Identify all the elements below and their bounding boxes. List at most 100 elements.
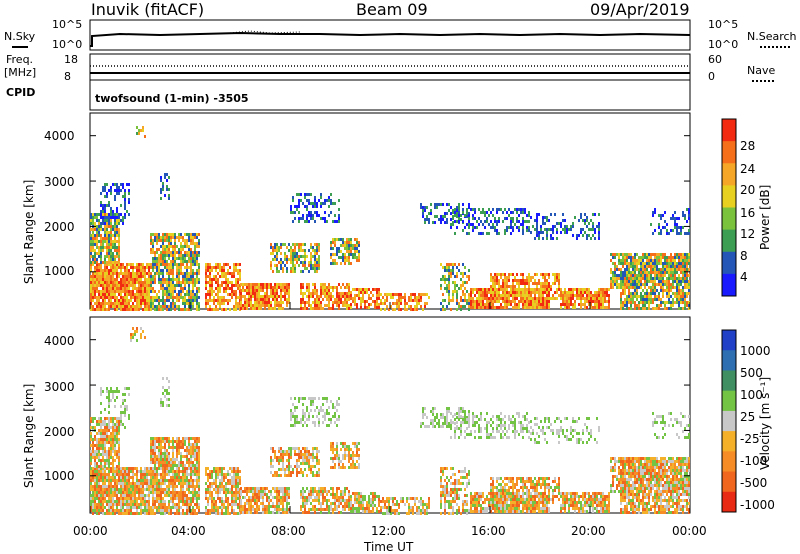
data-cell bbox=[452, 281, 454, 284]
data-cell bbox=[98, 249, 100, 252]
data-cell bbox=[644, 295, 646, 298]
data-cell bbox=[678, 253, 680, 256]
data-cell bbox=[686, 232, 688, 235]
data-cell bbox=[498, 297, 500, 300]
data-cell bbox=[108, 305, 110, 308]
data-cell bbox=[168, 269, 170, 272]
data-cell bbox=[142, 263, 144, 266]
data-cell bbox=[140, 485, 142, 488]
data-cell bbox=[180, 308, 182, 311]
data-cell bbox=[658, 295, 660, 298]
data-cell bbox=[100, 479, 102, 482]
data-cell bbox=[100, 506, 102, 509]
data-cell bbox=[116, 189, 118, 192]
data-cell bbox=[490, 273, 492, 276]
data-cell bbox=[152, 269, 154, 272]
data-cell bbox=[592, 297, 594, 300]
data-cell bbox=[92, 258, 94, 261]
data-cell bbox=[300, 246, 302, 249]
data-cell bbox=[634, 262, 636, 265]
data-cell bbox=[302, 202, 304, 205]
data-cell bbox=[136, 500, 138, 503]
data-cell bbox=[486, 297, 488, 300]
data-cell bbox=[468, 212, 470, 215]
data-cell bbox=[534, 294, 536, 297]
data-cell bbox=[518, 294, 520, 297]
data-cell bbox=[172, 254, 174, 257]
data-cell bbox=[456, 226, 458, 229]
data-cell bbox=[494, 288, 496, 291]
data-cell bbox=[219, 284, 221, 287]
power-cbar-tick-4: 4 bbox=[740, 270, 748, 284]
data-cell bbox=[128, 497, 130, 500]
data-cell bbox=[314, 258, 316, 261]
data-cell bbox=[118, 453, 120, 456]
data-cell bbox=[154, 278, 156, 281]
data-cell bbox=[292, 196, 294, 199]
data-cell bbox=[96, 299, 98, 302]
data-cell bbox=[98, 470, 100, 473]
data-cell bbox=[536, 231, 538, 234]
data-cell bbox=[624, 256, 626, 259]
data-cell bbox=[250, 286, 252, 289]
data-cell bbox=[466, 281, 468, 284]
data-cell bbox=[630, 292, 632, 295]
data-cell bbox=[196, 254, 198, 257]
data-cell bbox=[592, 300, 594, 303]
data-cell bbox=[116, 473, 118, 476]
data-cell bbox=[94, 453, 96, 456]
data-cell bbox=[544, 273, 546, 276]
data-cell bbox=[184, 245, 186, 248]
data-cell bbox=[384, 299, 386, 302]
data-cell bbox=[110, 234, 112, 237]
data-cell bbox=[482, 303, 484, 306]
data-cell bbox=[648, 307, 650, 310]
data-cell bbox=[686, 274, 688, 277]
data-cell bbox=[146, 302, 148, 305]
data-cell bbox=[396, 305, 398, 308]
data-cell bbox=[118, 240, 120, 243]
data-cell bbox=[132, 467, 134, 470]
data-cell bbox=[198, 242, 200, 245]
data-cell bbox=[128, 509, 130, 512]
data-cell bbox=[110, 503, 112, 506]
data-cell bbox=[342, 292, 344, 295]
data-cell bbox=[286, 283, 288, 286]
data-cell bbox=[94, 494, 96, 497]
data-cell bbox=[132, 500, 134, 503]
noise-tick-low-right: 10^0 bbox=[708, 38, 739, 51]
data-cell bbox=[540, 282, 542, 285]
data-cell bbox=[106, 476, 108, 479]
data-cell bbox=[266, 286, 268, 289]
data-cell bbox=[182, 281, 184, 284]
data-cell bbox=[688, 268, 690, 271]
data-cell bbox=[164, 302, 166, 305]
data-cell bbox=[370, 291, 372, 294]
data-cell bbox=[134, 275, 136, 278]
data-cell bbox=[192, 269, 194, 272]
data-cell bbox=[640, 277, 642, 280]
data-cell bbox=[124, 213, 126, 216]
data-cell bbox=[96, 243, 98, 246]
data-cell bbox=[558, 279, 560, 282]
data-cell bbox=[180, 272, 182, 275]
data-cell bbox=[104, 470, 106, 473]
data-cell bbox=[608, 303, 610, 306]
data-cell bbox=[150, 284, 152, 287]
data-cell bbox=[152, 287, 154, 290]
data-cell bbox=[676, 268, 678, 271]
data-cell bbox=[310, 246, 312, 249]
data-cell bbox=[176, 263, 178, 266]
data-cell bbox=[150, 302, 152, 305]
data-cell bbox=[272, 292, 274, 295]
data-cell bbox=[508, 208, 510, 211]
data-cell bbox=[92, 275, 94, 278]
data-cell bbox=[188, 260, 190, 263]
data-cell bbox=[540, 225, 542, 228]
data-cell bbox=[104, 225, 106, 228]
data-cell bbox=[598, 237, 600, 240]
data-cell bbox=[614, 283, 616, 286]
data-cell bbox=[142, 494, 144, 497]
data-cell bbox=[506, 288, 508, 291]
data-cell bbox=[504, 279, 506, 282]
